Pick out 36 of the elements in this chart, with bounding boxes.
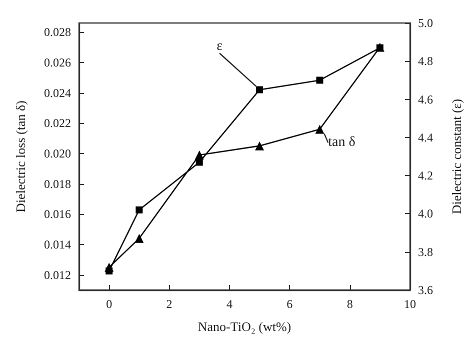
y2-tick-label: 5.0 bbox=[418, 16, 433, 30]
point bbox=[256, 86, 264, 94]
y-tick-label: 0.028 bbox=[44, 25, 71, 40]
x-tick-label: 6 bbox=[286, 297, 293, 311]
point bbox=[136, 206, 143, 214]
y-tick-label: 0.014 bbox=[44, 237, 71, 252]
point bbox=[194, 150, 204, 160]
y-tick-label: 0.024 bbox=[44, 86, 71, 100]
x-axis-title: Nano-TiO₂ (wt%) bbox=[198, 319, 292, 334]
y-axis-title: Dielectric loss (tan δ) bbox=[13, 100, 28, 212]
series-label: tan δ bbox=[328, 135, 356, 150]
y2-tick-label: 3.8 bbox=[418, 244, 433, 259]
y2-axis-title: Dielectric constant (ε) bbox=[449, 98, 464, 214]
point bbox=[104, 262, 114, 272]
point bbox=[255, 141, 264, 150]
point bbox=[316, 76, 324, 84]
y-tick-label: 0.022 bbox=[44, 116, 71, 130]
x-tick-label: 0 bbox=[106, 297, 112, 311]
y-tick-label: 0.016 bbox=[44, 207, 71, 222]
y-tick-label: 0.012 bbox=[44, 268, 71, 282]
y-tick-label: 0.018 bbox=[44, 176, 71, 191]
y2-tick-label: 4.8 bbox=[418, 54, 433, 68]
y2-tick-label: 4.4 bbox=[418, 130, 433, 144]
y2-tick-label: 3.6 bbox=[418, 283, 433, 297]
y2-tick-label: 4.2 bbox=[418, 168, 433, 183]
x-tick-label: 2 bbox=[166, 297, 172, 311]
y-tick-label: 0.020 bbox=[44, 146, 71, 160]
y2-tick-label: 4.0 bbox=[418, 206, 433, 221]
x-tick-label: 8 bbox=[346, 297, 353, 311]
x-tick-label: 4 bbox=[226, 297, 232, 311]
x-tick-label: 10 bbox=[404, 297, 416, 311]
point bbox=[315, 124, 324, 134]
text: ε bbox=[216, 38, 223, 54]
y2-tick-label: 4.6 bbox=[418, 92, 433, 106]
y-tick-label: 0.026 bbox=[44, 55, 71, 70]
point bbox=[134, 234, 144, 243]
